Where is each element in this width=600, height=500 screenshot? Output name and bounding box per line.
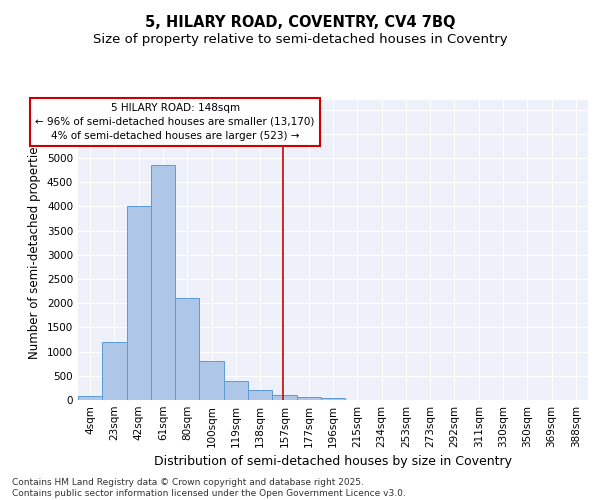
Bar [272, 394, 296, 400]
Bar [199, 362, 224, 400]
Bar [78, 396, 102, 400]
Bar [102, 342, 127, 400]
Bar [224, 381, 248, 400]
Bar [296, 397, 321, 400]
Text: Contains HM Land Registry data © Crown copyright and database right 2025.
Contai: Contains HM Land Registry data © Crown c… [12, 478, 406, 498]
Y-axis label: Number of semi-detached properties: Number of semi-detached properties [28, 140, 41, 360]
Text: 5 HILARY ROAD: 148sqm
← 96% of semi-detached houses are smaller (13,170)
4% of s: 5 HILARY ROAD: 148sqm ← 96% of semi-deta… [35, 103, 315, 141]
Text: 5, HILARY ROAD, COVENTRY, CV4 7BQ: 5, HILARY ROAD, COVENTRY, CV4 7BQ [145, 15, 455, 30]
Bar [321, 398, 345, 400]
Bar [175, 298, 199, 400]
Bar [248, 390, 272, 400]
Bar [127, 206, 151, 400]
X-axis label: Distribution of semi-detached houses by size in Coventry: Distribution of semi-detached houses by … [154, 456, 512, 468]
Bar [151, 166, 175, 400]
Text: Size of property relative to semi-detached houses in Coventry: Size of property relative to semi-detach… [92, 32, 508, 46]
